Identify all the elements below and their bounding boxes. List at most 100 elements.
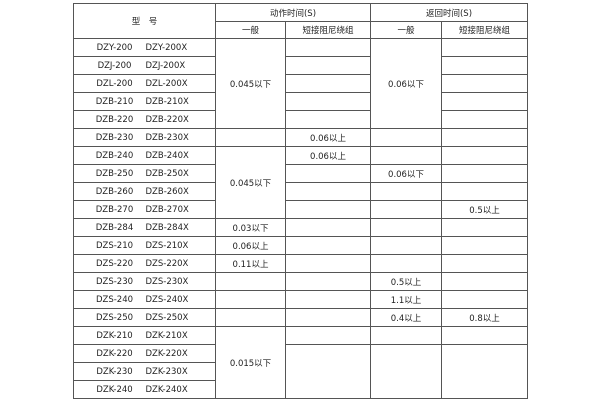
model-variant: DZB-220X	[145, 114, 189, 125]
return-short-cell: 0.5以上	[441, 200, 528, 219]
table-row: DZB-230 DZB-230X 0.06以上	[73, 128, 528, 147]
return-short-cell	[441, 110, 528, 129]
model-standard: DZK-210	[96, 330, 133, 341]
action-short-cell	[285, 290, 371, 309]
model-variant: DZB-260X	[145, 186, 189, 197]
return-general-cell	[370, 326, 442, 345]
action-general-cell: 0.11以上	[215, 254, 286, 273]
model-variant: DZB-250X	[145, 168, 189, 179]
return-short-cell	[441, 56, 528, 75]
model-standard: DZS-250	[95, 312, 134, 323]
action-short-cell	[285, 308, 371, 327]
table-row: DZS-240 DZS-240X 1.1以上	[73, 290, 528, 309]
return-short-cell	[441, 164, 528, 183]
action-short-cell	[285, 254, 371, 273]
table-row: DZB-250 DZB-250X 0.06以下	[73, 164, 528, 183]
table-row: DZB-220 DZB-220X	[73, 110, 528, 129]
model-standard: DZS-210	[95, 240, 134, 251]
model-variant: DZB-284X	[145, 222, 189, 233]
model-cell: DZB-210 DZB-210X	[73, 92, 216, 111]
header-return-short: 短接阻尼绕组	[441, 21, 528, 39]
return-general-cell	[370, 236, 442, 255]
model-cell: DZB-284 DZB-284X	[73, 218, 216, 237]
return-short-cell	[441, 74, 528, 93]
model-cell: DZB-260 DZB-260X	[73, 182, 216, 201]
model-standard: DZJ-200	[97, 60, 132, 71]
table-row: DZS-230 DZS-230X 0.5以上	[73, 272, 528, 291]
model-cell: DZK-240 DZK-240X	[73, 380, 216, 399]
action-general-cell: 0.045以下	[215, 146, 286, 219]
action-short-cell	[285, 92, 371, 111]
action-short-cell	[285, 182, 371, 201]
return-general-cell	[370, 182, 442, 201]
model-variant: DZL-200X	[145, 78, 188, 89]
action-short-cell: 0.06以上	[285, 128, 371, 147]
action-short-cell: 0.06以上	[285, 146, 371, 165]
return-short-cell	[441, 128, 528, 147]
model-variant: DZK-220X	[145, 348, 188, 359]
model-standard: DZS-230	[95, 276, 134, 287]
action-short-cell	[285, 200, 371, 219]
model-variant: DZS-240X	[145, 294, 189, 305]
model-cell: DZS-230 DZS-230X	[73, 272, 216, 291]
model-standard: DZB-270	[95, 204, 134, 215]
action-general-cell	[215, 290, 286, 309]
return-short-cell	[441, 290, 528, 309]
return-short-cell	[441, 92, 528, 111]
header-return-general: 一般	[370, 21, 442, 39]
table-row: DZB-260 DZB-260X	[73, 182, 528, 201]
header-return-time: 返回时间(S)	[370, 3, 528, 22]
model-standard: DZB-240	[95, 150, 134, 161]
table-row: DZS-220 DZS-220X 0.11以上	[73, 254, 528, 273]
model-cell: DZK-230 DZK-230X	[73, 362, 216, 381]
table-row: DZY-200 DZY-200X 0.045以下 0.06以下	[73, 38, 528, 129]
table-row: DZS-250 DZS-250X 0.4以上 0.8以上	[73, 308, 528, 327]
return-short-cell	[441, 344, 528, 399]
model-variant: DZY-200X	[145, 42, 188, 53]
return-general-cell	[370, 128, 442, 147]
action-short-cell	[285, 56, 371, 75]
header-action-time: 动作时间(S)	[215, 3, 371, 22]
model-variant: DZS-210X	[145, 240, 189, 251]
action-general-cell	[215, 272, 286, 291]
action-short-cell	[285, 272, 371, 291]
table-row: DZK-220 DZK-220X	[73, 344, 528, 399]
model-variant: DZK-240X	[145, 384, 188, 395]
table-row: DZJ-200 DZJ-200X	[73, 56, 528, 75]
table-row: DZB-210 DZB-210X	[73, 92, 528, 111]
return-short-cell	[441, 272, 528, 291]
model-standard: DZK-240	[96, 384, 133, 395]
model-standard: DZB-250	[95, 168, 134, 179]
action-short-cell	[285, 110, 371, 129]
return-general-cell: 0.5以上	[370, 272, 442, 291]
header-action-short: 短接阻尼绕组	[285, 21, 371, 39]
action-short-cell	[285, 74, 371, 93]
model-standard: DZB-210	[95, 96, 134, 107]
model-standard: DZY-200	[96, 42, 133, 53]
action-general-cell: 0.045以下	[215, 38, 286, 129]
return-short-cell	[441, 38, 528, 57]
model-cell: DZB-220 DZB-220X	[73, 110, 216, 129]
model-variant: DZB-240X	[145, 150, 189, 161]
action-short-cell	[285, 344, 371, 399]
model-variant: DZS-250X	[145, 312, 189, 323]
return-short-cell	[441, 146, 528, 165]
action-general-cell	[215, 128, 286, 147]
action-general-cell: 0.06以上	[215, 236, 286, 255]
return-short-cell: 0.8以上	[441, 308, 528, 327]
model-standard: DZB-284	[95, 222, 134, 233]
table-row: DZS-210 DZS-210X 0.06以上	[73, 236, 528, 255]
return-general-cell	[370, 146, 442, 165]
model-cell: DZK-220 DZK-220X	[73, 344, 216, 363]
model-cell: DZL-200 DZL-200X	[73, 74, 216, 93]
model-cell: DZB-270 DZB-270X	[73, 200, 216, 219]
action-short-cell	[285, 164, 371, 183]
header-action-general: 一般	[215, 21, 286, 39]
return-short-cell	[441, 326, 528, 345]
return-general-cell	[370, 218, 442, 237]
action-short-cell	[285, 38, 371, 57]
return-general-cell	[370, 344, 442, 399]
model-variant: DZS-230X	[145, 276, 189, 287]
model-variant: DZB-210X	[145, 96, 189, 107]
model-cell: DZS-220 DZS-220X	[73, 254, 216, 273]
